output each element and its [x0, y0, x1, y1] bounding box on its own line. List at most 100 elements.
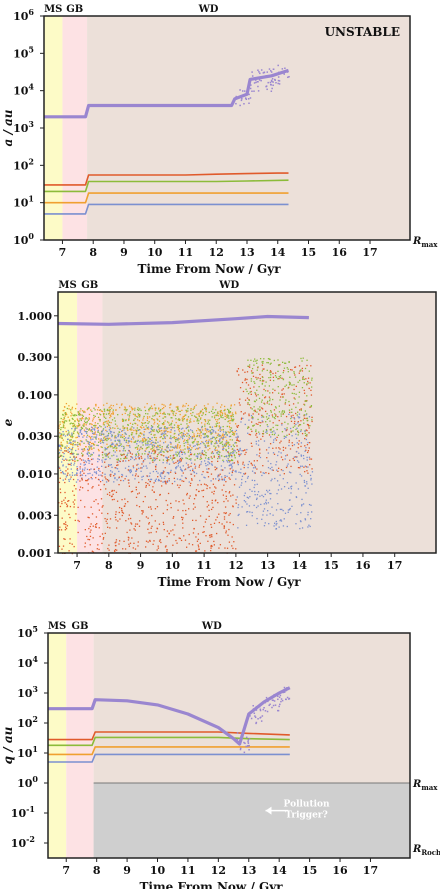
scatter-point — [303, 414, 305, 416]
scatter-point — [83, 411, 85, 413]
scatter-point — [163, 426, 166, 429]
scatter-point — [177, 405, 179, 408]
scatter-point — [291, 392, 293, 394]
scatter-point — [205, 446, 207, 449]
scatter-point — [288, 698, 290, 700]
scatter-point — [273, 439, 275, 441]
scatter-point — [252, 372, 254, 374]
scatter-point — [145, 486, 147, 488]
scatter-point — [176, 460, 179, 462]
scatter-point — [107, 446, 110, 448]
scatter-point — [252, 467, 255, 469]
scatter-point — [99, 439, 101, 441]
scatter-point — [288, 439, 290, 441]
scatter-point — [59, 445, 61, 447]
scatter-point — [262, 376, 264, 379]
scatter-point — [158, 452, 160, 454]
scatter-point — [77, 519, 79, 522]
scatter-point — [67, 472, 69, 474]
scatter-point — [239, 748, 242, 751]
scatter-point — [83, 442, 85, 444]
scatter-point — [156, 506, 159, 508]
scatter-point — [222, 494, 225, 496]
scatter-point — [185, 513, 187, 516]
scatter-point — [273, 416, 275, 419]
scatter-point — [252, 417, 254, 419]
scatter-point — [278, 364, 280, 367]
scatter-point — [160, 408, 162, 411]
scatter-point — [271, 469, 273, 471]
scatter-point — [293, 384, 295, 386]
scatter-point — [306, 417, 309, 419]
scatter-point — [261, 715, 264, 717]
scatter-point — [260, 503, 262, 506]
scatter-point — [248, 399, 250, 402]
scatter-point — [178, 430, 181, 432]
scatter-point — [136, 446, 138, 448]
scatter-point — [150, 442, 153, 444]
scatter-point — [75, 443, 77, 446]
scatter-point — [228, 477, 230, 479]
scatter-point — [155, 429, 158, 431]
scatter-point — [274, 432, 276, 434]
scatter-point — [300, 357, 302, 360]
scatter-point — [129, 529, 131, 531]
scatter-point — [62, 465, 64, 467]
scatter-point — [86, 436, 88, 438]
scatter-point — [147, 482, 149, 485]
scatter-point — [116, 500, 119, 502]
scatter-point — [73, 422, 75, 425]
scatter-point — [182, 449, 184, 451]
scatter-point — [74, 460, 76, 462]
scatter-point — [190, 462, 193, 464]
scatter-point — [175, 461, 177, 464]
scatter-point — [251, 421, 253, 423]
scatter-point — [285, 455, 287, 457]
scatter-point — [207, 435, 209, 437]
scatter-point — [170, 502, 172, 505]
scatter-point — [94, 409, 96, 411]
scatter-point — [204, 419, 207, 421]
scatter-point — [275, 424, 277, 426]
scatter-point — [157, 431, 159, 434]
scatter-point — [82, 468, 84, 470]
scatter-point — [91, 487, 93, 489]
scatter-point — [278, 447, 280, 449]
scatter-point — [87, 451, 89, 453]
scatter-point — [228, 465, 230, 467]
scatter-point — [281, 393, 283, 396]
scatter-point — [66, 474, 69, 476]
scatter-point — [58, 444, 60, 446]
scatter-point — [219, 439, 221, 441]
scatter-point — [170, 530, 172, 532]
scatter-point — [236, 496, 238, 498]
scatter-point — [273, 430, 275, 432]
scatter-point — [254, 466, 256, 468]
scatter-point — [108, 479, 110, 481]
scatter-point — [63, 425, 65, 427]
scatter-point — [97, 426, 100, 429]
scatter-point — [222, 433, 224, 435]
scatter-point — [191, 441, 194, 443]
scatter-point — [215, 446, 217, 448]
scatter-point — [222, 437, 224, 439]
scatter-point — [117, 414, 119, 416]
scatter-point — [88, 527, 90, 530]
pollution-arrow-head — [265, 806, 272, 815]
scatter-point — [286, 696, 289, 699]
scatter-point — [197, 418, 199, 420]
scatter-point — [68, 420, 71, 422]
pollution-label: Pollution — [284, 800, 330, 810]
scatter-point — [227, 457, 229, 460]
scatter-point — [124, 548, 127, 550]
scatter-point — [213, 411, 216, 414]
scatter-point — [84, 422, 87, 424]
scatter-point — [213, 417, 216, 419]
scatter-point — [152, 441, 155, 444]
scatter-point — [255, 434, 257, 436]
scatter-point — [225, 498, 227, 500]
scatter-point — [148, 440, 150, 442]
scatter-point — [145, 412, 147, 415]
scatter-point — [64, 491, 66, 494]
scatter-point — [149, 440, 151, 443]
